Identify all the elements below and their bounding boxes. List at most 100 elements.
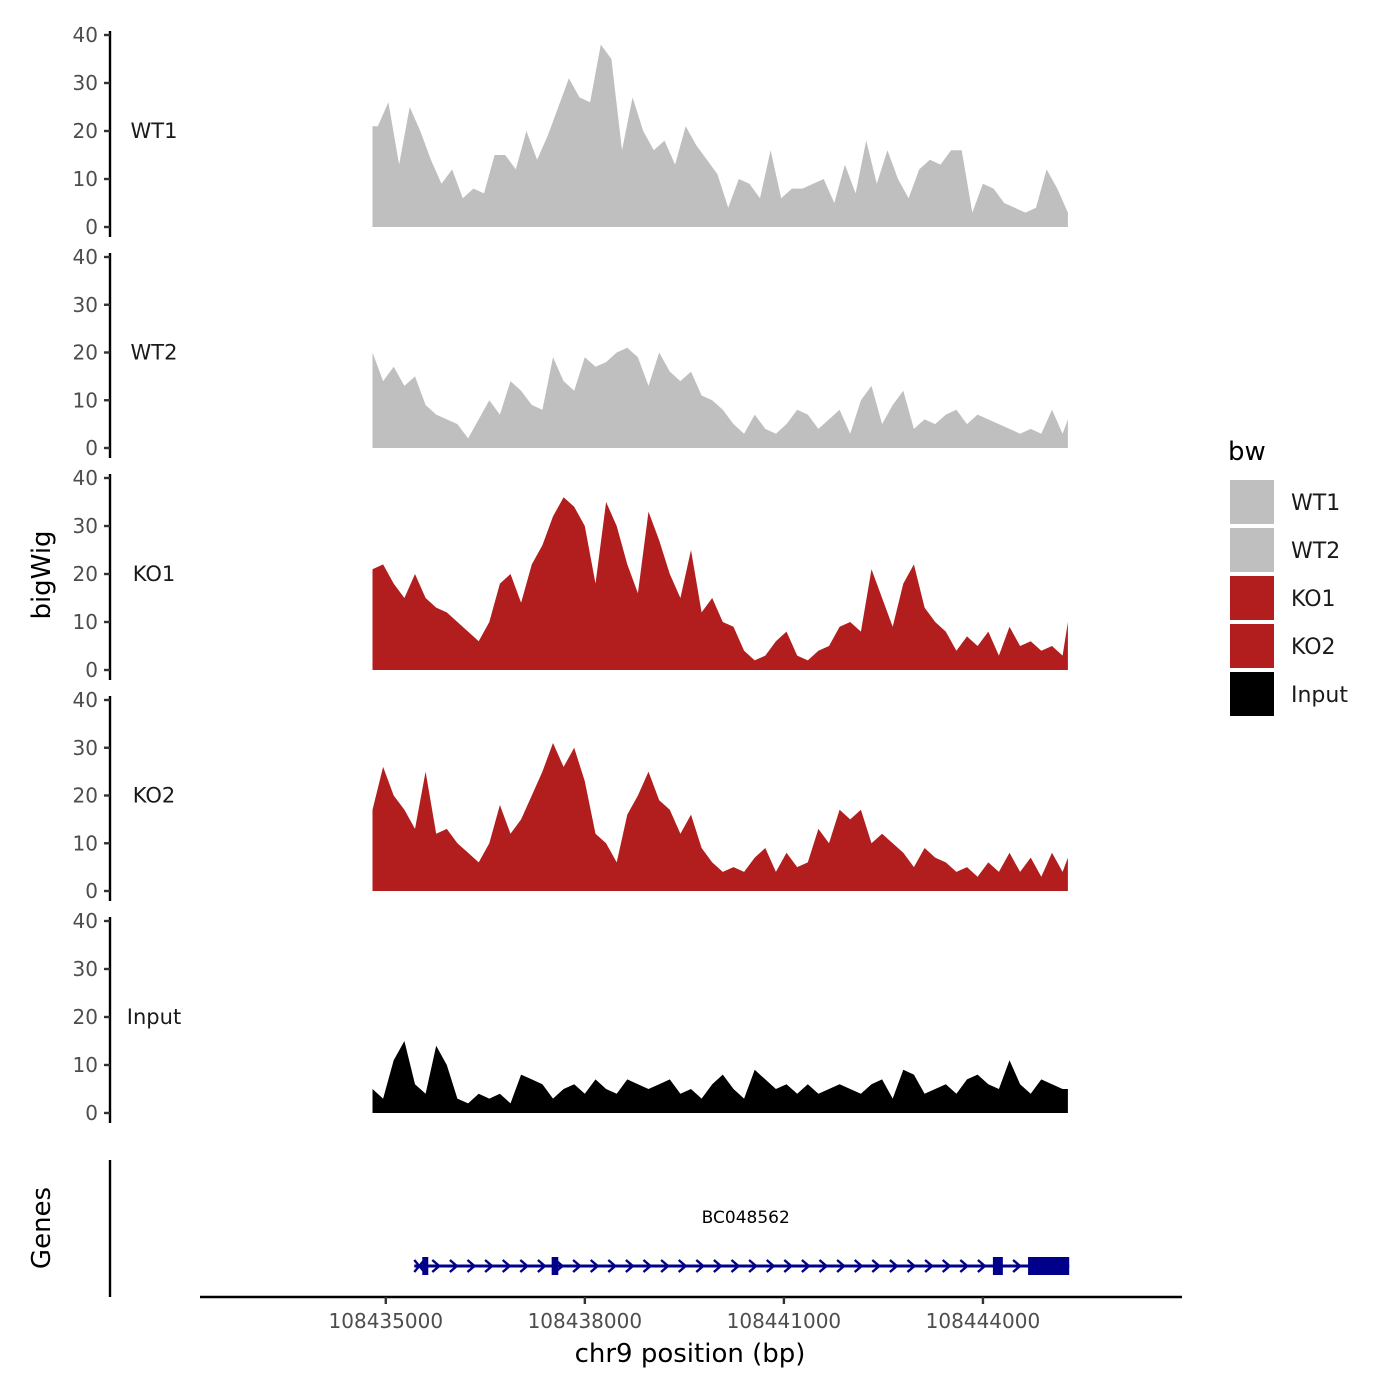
y-tick-label: 20 [73, 119, 98, 143]
track-label: KO1 [133, 562, 176, 586]
tracks-group: 0 10 20 30 40 WT1 0 10 20 30 40 WT2 0 10 20 30 40 KO1 0 10 2… [73, 23, 1068, 1125]
track-label: WT1 [131, 119, 178, 143]
genes-panel: BC048562 [108, 1160, 1070, 1297]
gene-exon [422, 1257, 429, 1275]
y-tick-label: 20 [73, 1005, 98, 1029]
strand-arrow [572, 1259, 582, 1273]
track-label: Input [127, 1005, 181, 1029]
strand-arrow [589, 1259, 600, 1273]
y-tick-label: 30 [73, 293, 98, 317]
legend-swatch [1230, 672, 1274, 716]
x-tick-label: 108441000 [727, 1309, 842, 1333]
y-tick-label: 40 [73, 245, 98, 269]
legend-title: bw [1228, 437, 1266, 467]
strand-arrow [642, 1259, 653, 1273]
x-axis: 108435000 108438000 108441000 108444000 [200, 1295, 1182, 1333]
track-label: WT2 [131, 341, 178, 365]
strand-arrow [677, 1259, 688, 1273]
gene-exon [551, 1257, 559, 1275]
strand-arrow [449, 1259, 459, 1273]
y-tick-label: 40 [73, 466, 98, 490]
strand-arrow [977, 1259, 987, 1273]
legend-label: KO2 [1291, 635, 1336, 660]
y-tick-label: 10 [73, 610, 98, 634]
y-tick-label: 10 [73, 167, 98, 191]
y-tick-label: 10 [73, 831, 98, 855]
strand-arrow [466, 1259, 477, 1273]
track-wt1: 0 10 20 30 40 WT1 [73, 23, 1068, 239]
y-tick-label: 0 [85, 1101, 98, 1125]
strand-arrow [853, 1259, 864, 1273]
area-wt1 [372, 44, 1068, 227]
area-input [372, 1041, 1068, 1113]
track-ko2: 0 10 20 30 40 KO2 [73, 688, 1068, 903]
strand-arrow [431, 1259, 442, 1273]
strand-arrow [765, 1259, 776, 1273]
strand-arrow [836, 1259, 846, 1273]
y-tick-label: 30 [73, 71, 98, 95]
strand-arrow [484, 1259, 494, 1273]
strand-arrow [1012, 1259, 1022, 1273]
legend-item-ko2: KO2 [1230, 624, 1336, 668]
y-tick-label: 20 [73, 562, 98, 586]
strand-arrow [906, 1259, 917, 1273]
track-ko1: 0 10 20 30 40 KO1 [73, 466, 1068, 682]
gene-label: BC048562 [702, 1208, 790, 1228]
legend-item-ko1: KO1 [1230, 576, 1336, 620]
y-tick-label: 10 [73, 388, 98, 412]
strand-arrow [713, 1259, 723, 1273]
area-wt2 [372, 347, 1068, 448]
y-tick-label: 30 [73, 957, 98, 981]
area-ko2 [372, 743, 1068, 891]
y-tick-label: 40 [73, 688, 98, 712]
y-tick-label: 0 [85, 436, 98, 460]
y-axis-title: bigWig [27, 530, 57, 619]
strand-arrow [695, 1259, 706, 1273]
y-tick-label: 40 [73, 909, 98, 933]
strand-arrow [801, 1259, 811, 1273]
y-tick-label: 40 [73, 23, 98, 47]
strand-arrow [501, 1259, 512, 1273]
y-tick-label: 20 [73, 341, 98, 365]
legend-swatch [1230, 480, 1274, 524]
strand-arrow [660, 1259, 670, 1273]
x-axis-title: chr9 position (bp) [575, 1339, 806, 1369]
area-ko1 [372, 497, 1068, 670]
strand-arrow [537, 1259, 547, 1273]
x-tick-label: 108438000 [528, 1309, 643, 1333]
track-label: KO2 [133, 784, 176, 808]
legend-label: WT1 [1291, 491, 1340, 516]
y-tick-label: 0 [85, 215, 98, 239]
legend: bw WT1 WT2 KO1 KO2 Input [1228, 437, 1348, 716]
x-tick-label: 108444000 [926, 1309, 1041, 1333]
track-input: 0 10 20 30 40 Input [73, 909, 1068, 1125]
legend-item-wt2: WT2 [1230, 528, 1340, 572]
y-tick-label: 10 [73, 1053, 98, 1077]
strand-arrow [519, 1259, 530, 1273]
strand-arrow [889, 1259, 899, 1273]
strand-arrow [959, 1259, 970, 1273]
legend-swatch [1230, 624, 1274, 668]
strand-arrow [730, 1259, 741, 1273]
strand-arrow [783, 1259, 794, 1273]
strand-arrow [625, 1259, 635, 1273]
strand-arrow [818, 1259, 829, 1273]
genes-axis-title: Genes [27, 1187, 57, 1269]
gene-exon [992, 1257, 1003, 1275]
strand-arrow [871, 1259, 882, 1273]
legend-swatch [1230, 528, 1274, 572]
strand-arrow [607, 1259, 618, 1273]
legend-item-input: Input [1230, 672, 1348, 716]
legend-label: Input [1291, 683, 1348, 708]
strand-arrow [748, 1259, 758, 1273]
legend-item-wt1: WT1 [1230, 480, 1340, 524]
y-tick-label: 30 [73, 736, 98, 760]
y-tick-label: 30 [73, 514, 98, 538]
strand-arrow [941, 1259, 952, 1273]
legend-label: KO1 [1291, 587, 1336, 612]
y-tick-label: 0 [85, 658, 98, 682]
track-wt2: 0 10 20 30 40 WT2 [73, 245, 1068, 460]
gene-exon [1028, 1257, 1070, 1275]
y-tick-label: 0 [85, 879, 98, 903]
